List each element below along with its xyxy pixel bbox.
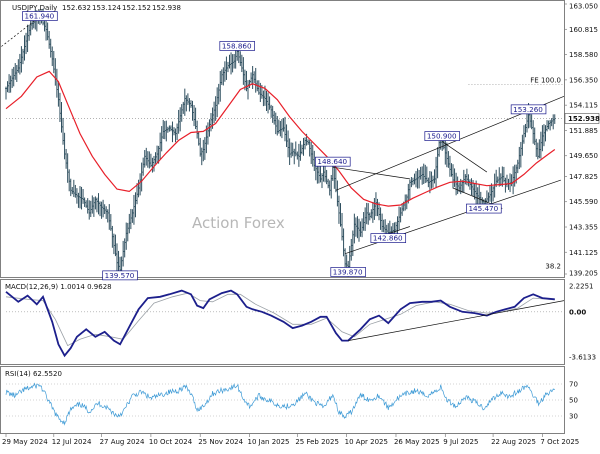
price-annotation: 150.900 [424,131,460,141]
date-axis-label: 25 Nov 2024 [198,438,243,446]
price-pane [0,0,565,278]
date-axis-label: 26 May 2025 [394,438,440,446]
ohlc-open: 152.632 [62,4,91,12]
price-annotation: 145.470 [466,203,502,214]
rsi-pane [0,366,565,434]
price-pane-title: USDJPY,Daily [12,4,57,12]
price-annotation-box [102,270,138,281]
date-axis-label: 10 Apr 2025 [345,438,388,446]
macd-pane-title: MACD(12,26,9) 1.0014 0.9628 [5,283,112,291]
price-axis-tick: 156.350 [569,76,598,84]
price-annotation-box [315,156,351,167]
price-axis-tick: 147.825 [569,173,598,181]
price-annotation: 153.260 [510,104,547,115]
price-annotation: 139.570 [102,270,138,281]
rsi-line [5,382,556,426]
ohlc-low: 152.152 [122,4,151,12]
macd-axis-tick: 2.2251 [569,283,594,291]
price-axis-tick: 154.115 [569,102,598,110]
price-axis-tick: 149.650 [569,152,598,160]
date-axis-label: 12 Jul 2024 [52,438,92,446]
macd-pane [0,279,565,365]
price-annotation-label: 153.260 [513,105,543,114]
date-axis-label: 9 Jul 2025 [443,438,478,446]
trendline [1,16,41,47]
price-axis-tick: 163.050 [569,3,598,11]
price-axis-tick: 141.125 [569,249,598,257]
moving-average-line [5,70,556,207]
price-axis-tick: 145.590 [569,198,598,206]
price-annotation: 142.860 [370,233,407,243]
current-price-label: 152.938 [568,115,600,123]
price-annotation-box [22,11,58,21]
price-annotation: 139.870 [330,267,366,277]
date-axis-label: 22 Aug 2025 [491,438,536,446]
price-annotation: 148.640 [315,156,351,167]
price-annotation-box [370,233,407,243]
rsi-axis-tick: 50 [569,397,578,405]
price-annotation-box [466,203,502,214]
price-annotation-label: 145.470 [468,204,498,213]
price-annotation: 161.940 [22,11,58,21]
fib-level-label: 38.2 [545,263,561,271]
price-axis-tick: 160.815 [569,26,598,34]
macd-line [5,289,555,358]
price-annotation-box [219,41,255,51]
price-annotation-label: 148.640 [317,157,347,166]
current-price-box [564,113,600,124]
macd-axis-tick: 0.00 [569,308,586,316]
macd-trendline [348,300,565,341]
price-annotation-box [510,104,547,115]
price-axis-tick: 143.355 [569,224,598,232]
trendline [332,166,410,180]
price-axis-tick: 151.885 [569,127,598,135]
price-axis-tick: 158.580 [569,51,598,59]
price-axis-tick: 139.205 [569,270,598,278]
date-axis-label: 7 Oct 2025 [540,438,579,446]
ohlc-high: 153.124 [92,4,121,12]
date-axis-label: 25 Feb 2025 [295,438,339,446]
price-annotation-label: 139.570 [105,271,135,280]
price-annotation-label: 161.940 [25,12,55,21]
fe-level-label: FE 100.0 [530,76,561,84]
rsi-pane-title: RSI(14) 62.5520 [5,370,62,378]
macd-axis-tick: -3.6133 [569,354,596,362]
date-axis-label: 27 Aug 2024 [100,438,145,446]
price-annotation-box [330,267,366,277]
price-annotation-label: 139.870 [333,267,363,276]
date-axis-label: 10 Oct 2024 [149,438,193,446]
price-annotation-label: 142.860 [373,234,403,243]
ohlc-close: 152.938 [152,4,181,12]
rsi-axis-tick: 70 [569,381,578,389]
date-axis-label: 10 Jan 2025 [248,438,290,446]
price-annotation-label: 150.900 [427,132,457,141]
date-axis-label: 29 May 2024 [2,438,48,446]
watermark: Action Forex [192,214,285,232]
price-annotation-box [424,131,460,141]
rsi-axis-tick: 30 [569,413,578,421]
price-bar [553,114,556,124]
price-annotation: 158.860 [219,41,255,51]
trendline [442,141,488,173]
current-price-tag: 152.938 [564,113,600,124]
price-annotation-label: 158.860 [222,41,252,50]
